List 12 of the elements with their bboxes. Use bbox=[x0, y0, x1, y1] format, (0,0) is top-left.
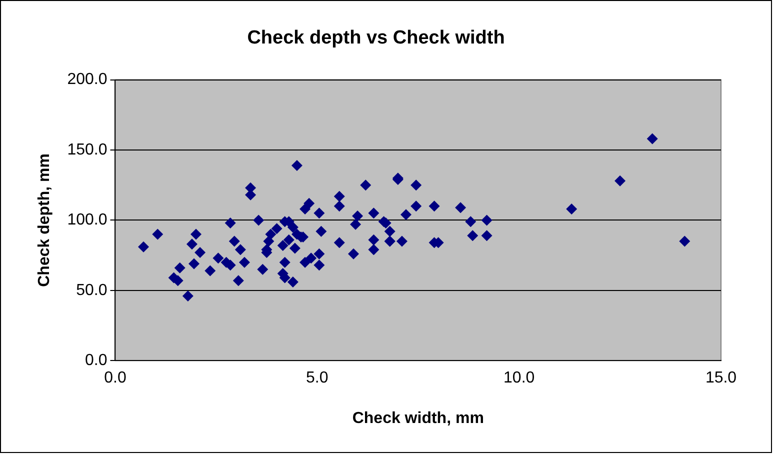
y-axis-title: Check depth, mm bbox=[36, 154, 54, 287]
y-tick-label: 100.0 bbox=[67, 212, 108, 229]
y-tick-label: 150.0 bbox=[67, 141, 108, 158]
x-tick-label: 10.0 bbox=[504, 370, 535, 387]
x-axis-title: Check width, mm bbox=[352, 410, 484, 427]
y-tick-label: 0.0 bbox=[84, 352, 108, 370]
chart-title: Check depth vs Check width bbox=[247, 28, 505, 49]
y-tick-label: 50.0 bbox=[76, 282, 108, 299]
x-tick-label: 5.0 bbox=[306, 370, 328, 387]
x-tick-label: 15.0 bbox=[705, 370, 737, 387]
x-tick-label: 0.0 bbox=[104, 370, 126, 387]
y-tick-label: 200.0 bbox=[67, 71, 108, 88]
